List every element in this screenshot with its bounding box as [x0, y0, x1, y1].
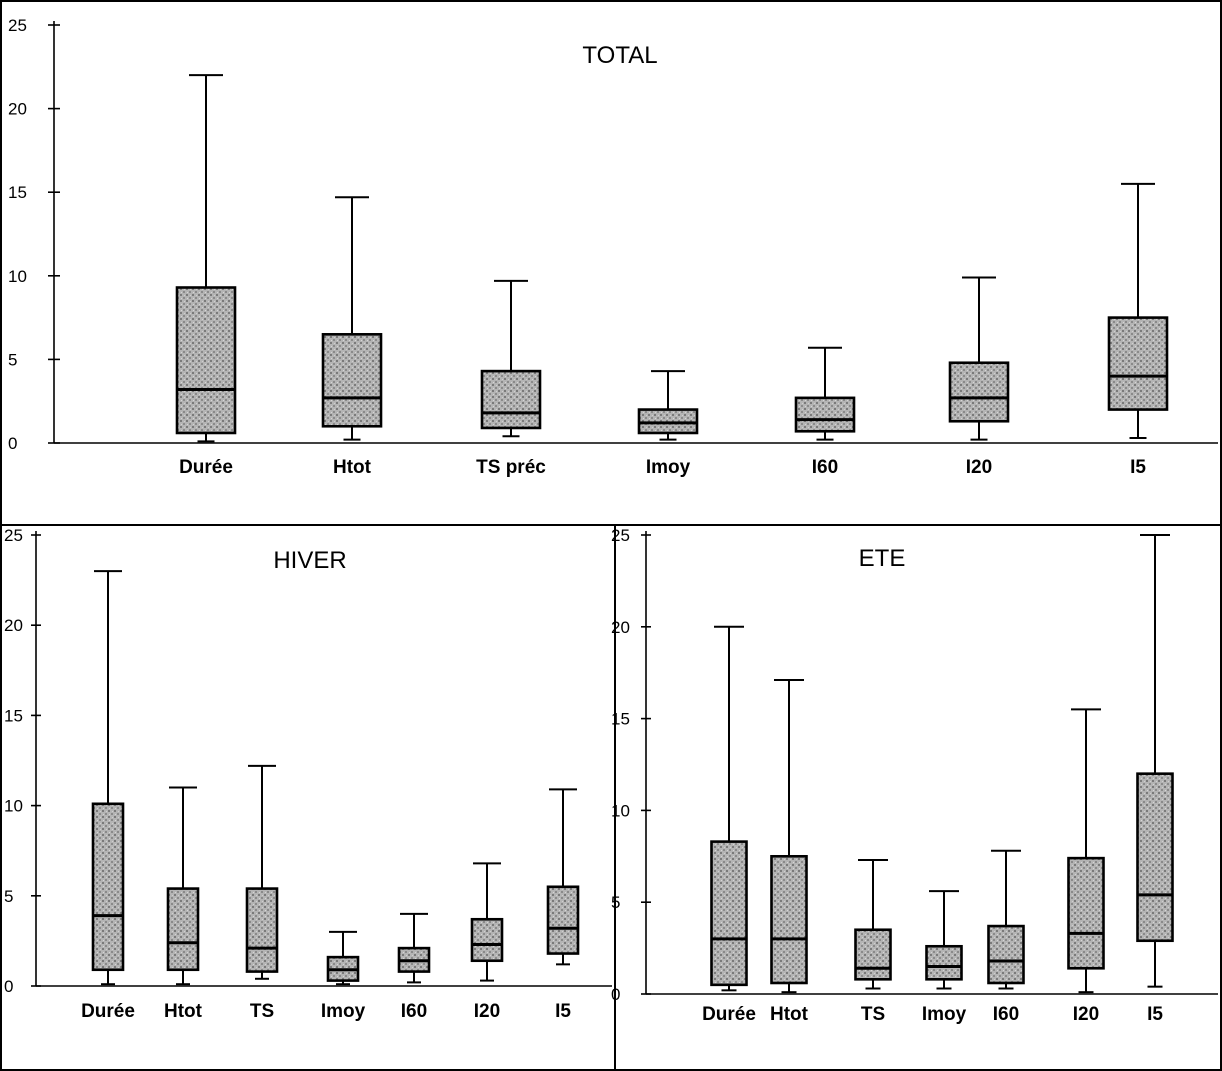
chart-title-total: TOTAL [582, 42, 657, 69]
category-label: I20 [966, 457, 992, 478]
category-label: Durée [702, 1004, 756, 1025]
box-iqr [546, 885, 580, 955]
chart-title-hiver: HIVER [273, 547, 346, 574]
y-tick-label: 5 [4, 887, 13, 906]
box-iqr [245, 887, 279, 973]
y-tick-label: 0 [611, 985, 620, 1004]
category-label: I5 [1147, 1004, 1163, 1025]
box-iqr [770, 854, 808, 985]
y-tick-label: 20 [611, 618, 630, 637]
box-iqr [1067, 856, 1105, 970]
category-label: I5 [555, 1001, 571, 1022]
panel-total: TOTAL 0 5 10 15 20 25 Durée Htot TS préc Imoy I60 I… [8, 16, 1218, 478]
y-tick-label: 10 [4, 797, 23, 816]
box-iqr [1107, 316, 1169, 411]
category-label: TS préc [476, 457, 546, 478]
box-iqr [470, 917, 504, 963]
category-label: I20 [1073, 1004, 1099, 1025]
box-iqr [925, 944, 963, 981]
category-label: Durée [179, 457, 233, 478]
box-iqr [637, 408, 699, 435]
y-tick-label: 20 [4, 616, 23, 635]
category-label: I60 [401, 1001, 427, 1022]
y-tick-label: 5 [611, 893, 620, 912]
box-iqr [166, 887, 200, 972]
y-tick-label: 10 [8, 267, 27, 286]
chart-title-ete: ETE [859, 545, 906, 572]
box-iqr [321, 333, 383, 428]
box-iqr [710, 840, 748, 987]
category-label: I60 [812, 457, 838, 478]
y-tick-label: 15 [8, 183, 27, 202]
box-iqr [175, 286, 237, 435]
box-iqr [854, 928, 892, 981]
box-iqr [91, 802, 125, 972]
category-label: TS [250, 1001, 274, 1022]
y-tick-label: 25 [611, 526, 630, 545]
y-tick-label: 25 [8, 16, 27, 35]
panel-hiver: HIVER 0 5 10 15 20 25 Durée Htot TS Imoy I60 I20 I5 [4, 526, 612, 1022]
y-tick-label: 10 [611, 801, 630, 820]
y-tick-label: 25 [4, 526, 23, 545]
box-iqr [1136, 772, 1174, 943]
panel-ete: ETE 0 5 10 15 20 25 Durée Htot TS Imoy I60 I20 I5 [611, 526, 1218, 1025]
category-label: I5 [1130, 457, 1146, 478]
y-tick-label: 0 [4, 977, 13, 996]
category-label: Imoy [922, 1004, 967, 1025]
box-iqr [794, 396, 856, 433]
category-label: TS [861, 1004, 885, 1025]
box-iqr [987, 924, 1025, 985]
y-tick-label: 15 [4, 706, 23, 725]
category-label: Imoy [321, 1001, 366, 1022]
y-tick-label: 20 [8, 100, 27, 119]
category-label: I20 [474, 1001, 500, 1022]
box-iqr [948, 361, 1010, 423]
category-label: Htot [333, 457, 372, 478]
category-label: Durée [81, 1001, 135, 1022]
category-label: Htot [164, 1001, 203, 1022]
category-label: Htot [770, 1004, 809, 1025]
box-iqr [480, 369, 542, 430]
y-tick-label: 0 [8, 434, 17, 453]
category-label: Imoy [646, 457, 691, 478]
y-tick-label: 5 [8, 350, 17, 369]
category-label: I60 [993, 1004, 1019, 1025]
y-tick-label: 15 [611, 710, 630, 729]
